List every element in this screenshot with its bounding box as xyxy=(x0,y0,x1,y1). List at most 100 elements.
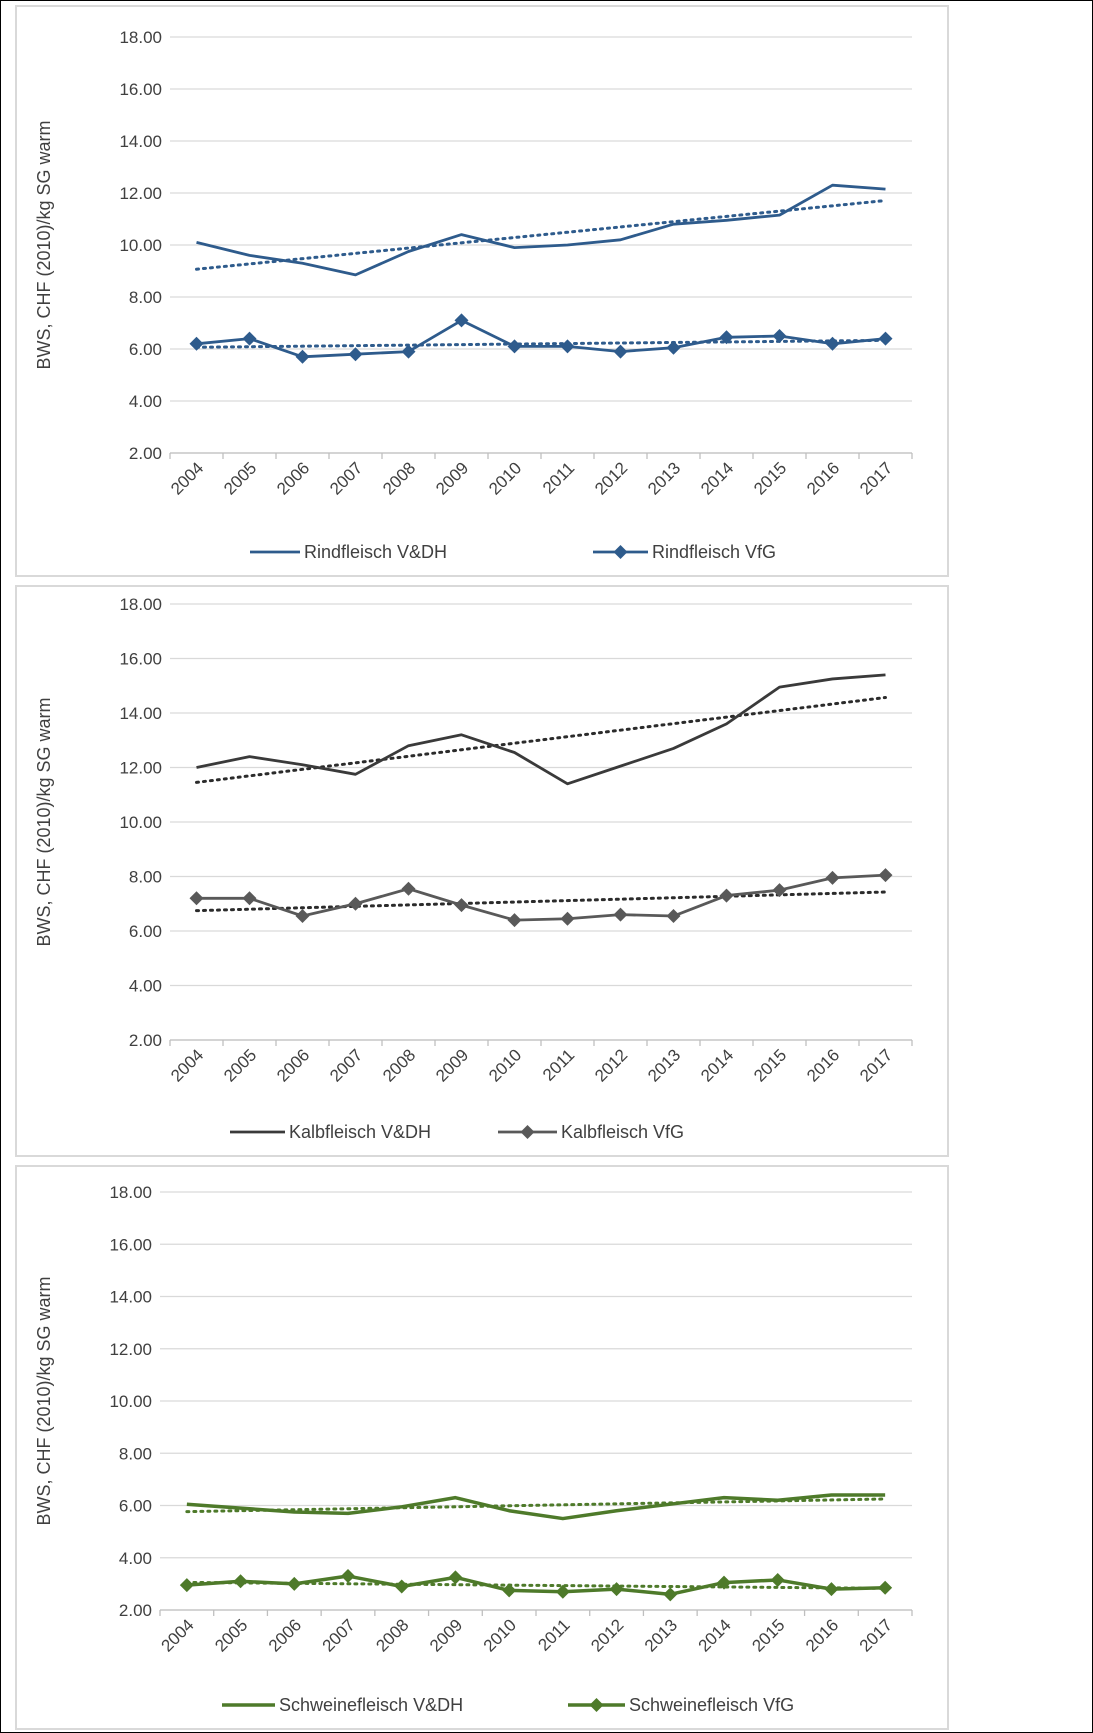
legend-label: Kalbfleisch VfG xyxy=(561,1122,684,1142)
x-tick-label: 2014 xyxy=(697,1045,737,1085)
x-tick-label: 2016 xyxy=(802,1615,842,1655)
data-point-marker xyxy=(613,344,628,359)
data-point-marker xyxy=(295,349,310,364)
y-axis-label: BWS, CHF (2010)/kg SG warm xyxy=(34,697,54,946)
x-tick-label: 2007 xyxy=(319,1615,359,1655)
x-tick-label: 2005 xyxy=(220,458,260,498)
x-tick-label: 2004 xyxy=(167,458,207,498)
x-tick-label: 2013 xyxy=(641,1615,681,1655)
data-point-marker xyxy=(717,1575,731,1590)
x-tick-label: 2010 xyxy=(485,458,525,498)
legend-marker xyxy=(520,1125,535,1139)
x-tick-label: 2015 xyxy=(750,1045,790,1085)
legend-label: Rindfleisch V&DH xyxy=(304,542,447,562)
x-tick-label: 2004 xyxy=(158,1615,198,1655)
data-point-marker xyxy=(242,331,257,346)
series-line xyxy=(186,1493,886,1521)
data-point-marker xyxy=(825,870,840,885)
y-tick-label: 4.00 xyxy=(119,1549,152,1568)
y-tick-label: 6.00 xyxy=(129,340,162,359)
y-axis-label: BWS, CHF (2010)/kg SG warm xyxy=(34,1276,54,1525)
data-point-marker xyxy=(772,883,787,898)
series-line xyxy=(186,1574,886,1597)
data-point-marker xyxy=(295,909,310,924)
trendline xyxy=(185,1580,887,1590)
x-tick-label: 2008 xyxy=(379,1045,419,1085)
series-line xyxy=(196,183,886,277)
data-point-marker xyxy=(878,331,893,346)
data-point-marker xyxy=(663,1587,678,1602)
x-tick-label: 2012 xyxy=(591,458,631,498)
x-tick-label: 2012 xyxy=(587,1615,627,1655)
data-point-marker xyxy=(401,881,416,896)
y-tick-label: 4.00 xyxy=(129,392,162,411)
y-tick-label: 4.00 xyxy=(129,977,162,996)
y-tick-label: 12.00 xyxy=(119,759,162,778)
x-tick-label: 2010 xyxy=(480,1615,520,1655)
data-point-marker xyxy=(287,1576,302,1591)
data-point-marker xyxy=(555,1584,570,1599)
data-point-marker xyxy=(454,313,469,328)
y-tick-label: 10.00 xyxy=(119,236,162,255)
legend-label: Kalbfleisch V&DH xyxy=(289,1122,431,1142)
data-point-marker xyxy=(772,329,787,343)
x-tick-label: 2016 xyxy=(803,1045,843,1085)
legend-marker xyxy=(613,545,628,559)
chart-border xyxy=(15,585,949,1157)
x-tick-label: 2014 xyxy=(695,1615,735,1655)
data-point-marker xyxy=(502,1583,517,1598)
y-tick-label: 8.00 xyxy=(119,1444,152,1463)
chart-border xyxy=(15,5,949,577)
data-point-marker xyxy=(878,1580,893,1595)
x-tick-label: 2015 xyxy=(750,458,790,498)
data-point-marker xyxy=(770,1572,785,1587)
data-point-marker xyxy=(878,868,893,883)
trendline xyxy=(195,199,887,271)
x-tick-label: 2006 xyxy=(265,1615,305,1655)
data-point-marker xyxy=(348,896,363,911)
legend-marker xyxy=(589,1698,604,1712)
trendline xyxy=(195,890,887,913)
data-point-marker xyxy=(233,1574,248,1589)
chart-border xyxy=(15,1165,949,1730)
x-tick-label: 2011 xyxy=(534,1615,573,1654)
x-tick-label: 2008 xyxy=(372,1615,412,1655)
data-point-marker xyxy=(719,330,734,345)
y-tick-label: 2.00 xyxy=(129,444,162,463)
y-tick-label: 2.00 xyxy=(119,1601,152,1620)
data-point-marker xyxy=(507,339,522,354)
x-tick-label: 2016 xyxy=(803,458,843,498)
chart-panel-1: 2.00 4.00 6.00 8.00 10.00 12.00 14.00 16.00 18.0… xyxy=(15,5,949,577)
y-tick-label: 8.00 xyxy=(129,868,162,887)
x-tick-label: 2009 xyxy=(426,1615,466,1655)
data-point-marker xyxy=(341,1569,355,1584)
data-point-marker xyxy=(825,336,840,351)
data-point-marker xyxy=(666,909,681,924)
data-point-marker xyxy=(613,907,628,922)
y-tick-label: 18.00 xyxy=(109,1183,152,1202)
x-tick-label: 2015 xyxy=(748,1615,788,1655)
trendline xyxy=(195,338,887,349)
y-tick-label: 14.00 xyxy=(119,704,162,723)
x-tick-label: 2013 xyxy=(644,458,684,498)
y-axis-label: BWS, CHF (2010)/kg SG warm xyxy=(34,120,54,369)
x-tick-label: 2010 xyxy=(485,1045,525,1085)
data-point-marker xyxy=(189,336,204,351)
x-tick-label: 2009 xyxy=(432,1045,472,1085)
x-tick-label: 2004 xyxy=(167,1045,207,1085)
data-point-marker xyxy=(401,344,416,359)
y-tick-label: 16.00 xyxy=(109,1235,152,1254)
y-tick-label: 10.00 xyxy=(119,813,162,832)
x-tick-label: 2014 xyxy=(697,458,737,498)
data-point-marker xyxy=(348,347,363,362)
x-tick-label: 2007 xyxy=(326,1045,366,1085)
x-tick-label: 2005 xyxy=(220,1045,260,1085)
x-tick-label: 2006 xyxy=(273,1045,313,1085)
data-point-marker xyxy=(560,339,575,354)
data-point-marker xyxy=(448,1570,463,1585)
data-point-marker xyxy=(394,1579,409,1594)
legend-label: Rindfleisch VfG xyxy=(652,542,776,562)
x-tick-label: 2009 xyxy=(432,458,472,498)
x-tick-label: 2017 xyxy=(856,1615,896,1655)
